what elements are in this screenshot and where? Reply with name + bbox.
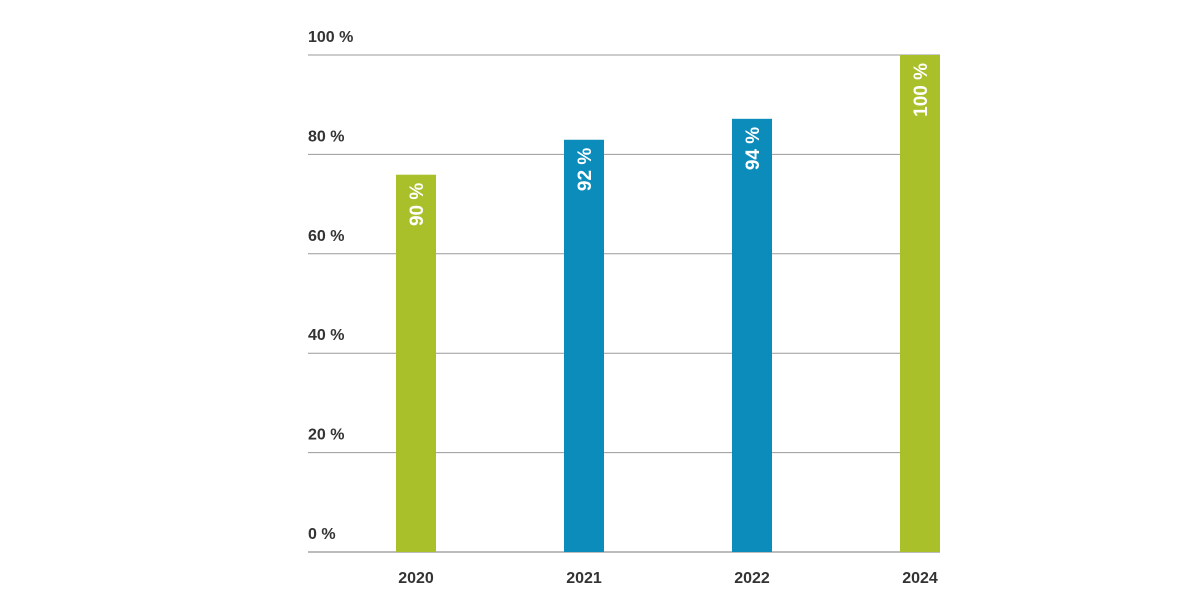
y-tick-label-100: 100 % [308, 29, 353, 46]
data-label-2020: 90 % [407, 183, 428, 226]
y-tick-label-0: 0 % [308, 526, 336, 543]
data-label-2022: 94 % [743, 127, 764, 170]
y-axis-tick-labels: 0 % 20 % 40 % 60 % 80 % 100 % [308, 29, 353, 543]
y-tick-label-80: 80 % [308, 128, 344, 145]
x-tick-label-2021: 2021 [566, 570, 602, 587]
y-tick-label-20: 20 % [308, 427, 344, 444]
data-labels: 90 % 92 % 94 % 100 % [407, 63, 932, 226]
y-tick-label-40: 40 % [308, 327, 344, 344]
data-label-2021: 92 % [575, 148, 596, 191]
bars [396, 55, 940, 552]
bar-2020 [396, 174, 436, 552]
x-tick-label-2020: 2020 [398, 570, 434, 587]
y-tick-label-60: 60 % [308, 228, 344, 245]
bar-2022 [732, 118, 772, 552]
x-axis-tick-labels: 2020 2021 2022 2024 [398, 570, 938, 587]
x-tick-label-2024: 2024 [902, 570, 938, 587]
bar-2024 [900, 55, 940, 552]
bar-2021 [564, 139, 604, 552]
x-tick-label-2022: 2022 [734, 570, 770, 587]
data-label-2024: 100 % [911, 63, 932, 117]
